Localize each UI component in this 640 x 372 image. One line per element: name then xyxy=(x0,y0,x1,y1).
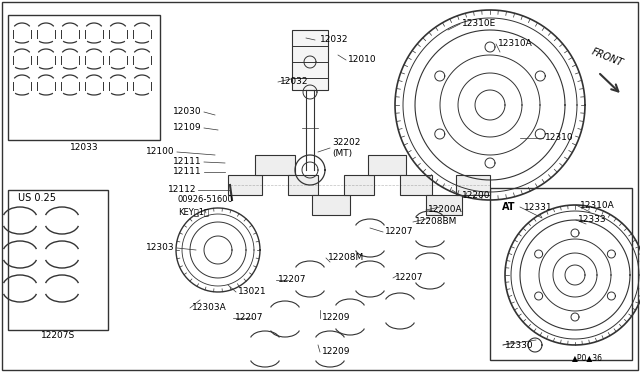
Text: 13021: 13021 xyxy=(238,288,267,296)
Text: 12032: 12032 xyxy=(320,35,349,45)
Text: 12032: 12032 xyxy=(280,77,308,87)
Text: 12207: 12207 xyxy=(235,314,264,323)
Text: 12208M: 12208M xyxy=(328,253,364,263)
Text: 12100: 12100 xyxy=(147,148,175,157)
Text: 12109: 12109 xyxy=(173,124,202,132)
Text: FRONT: FRONT xyxy=(590,46,625,68)
Bar xyxy=(400,175,432,195)
Text: 12303A: 12303A xyxy=(192,304,227,312)
Text: 12033: 12033 xyxy=(70,144,99,153)
Text: 12010: 12010 xyxy=(348,55,376,64)
Text: 12030: 12030 xyxy=(173,108,202,116)
Bar xyxy=(8,15,160,140)
Bar xyxy=(490,188,632,360)
Text: 12209: 12209 xyxy=(322,314,351,323)
Text: 12208BM: 12208BM xyxy=(415,218,458,227)
Text: 12310: 12310 xyxy=(545,134,573,142)
Text: KEY（1）: KEY（1） xyxy=(178,208,209,217)
Bar xyxy=(288,175,318,195)
Text: 12331: 12331 xyxy=(524,202,552,212)
Text: 12200A: 12200A xyxy=(428,205,463,215)
Text: ▲P0▲36: ▲P0▲36 xyxy=(572,353,603,362)
Text: AT: AT xyxy=(502,202,515,212)
Bar xyxy=(292,30,328,90)
Bar xyxy=(344,175,374,195)
Text: 12310E: 12310E xyxy=(462,19,496,29)
Text: 12200: 12200 xyxy=(462,190,490,199)
Text: 12207: 12207 xyxy=(385,228,413,237)
Bar xyxy=(255,155,295,175)
Text: 12207: 12207 xyxy=(278,276,307,285)
Text: 12207S: 12207S xyxy=(41,331,75,340)
Text: US 0.25: US 0.25 xyxy=(18,193,56,203)
Text: 00926-51600: 00926-51600 xyxy=(178,196,234,205)
Text: 12207: 12207 xyxy=(395,273,424,282)
Bar xyxy=(456,175,490,195)
Bar xyxy=(312,195,350,215)
Text: 12111: 12111 xyxy=(173,157,202,167)
Text: 32202
(MT): 32202 (MT) xyxy=(332,138,360,158)
Text: 12303: 12303 xyxy=(147,244,175,253)
Text: 12112: 12112 xyxy=(168,186,196,195)
Text: 12310A: 12310A xyxy=(498,39,532,48)
Text: 12310A: 12310A xyxy=(580,201,615,209)
Text: 12333: 12333 xyxy=(578,215,607,224)
Bar xyxy=(426,195,462,215)
Bar xyxy=(8,190,108,330)
Text: 12209: 12209 xyxy=(322,347,351,356)
Text: 12330: 12330 xyxy=(505,340,534,350)
Text: 12111: 12111 xyxy=(173,167,202,176)
Bar xyxy=(228,175,262,195)
Bar xyxy=(368,155,406,175)
